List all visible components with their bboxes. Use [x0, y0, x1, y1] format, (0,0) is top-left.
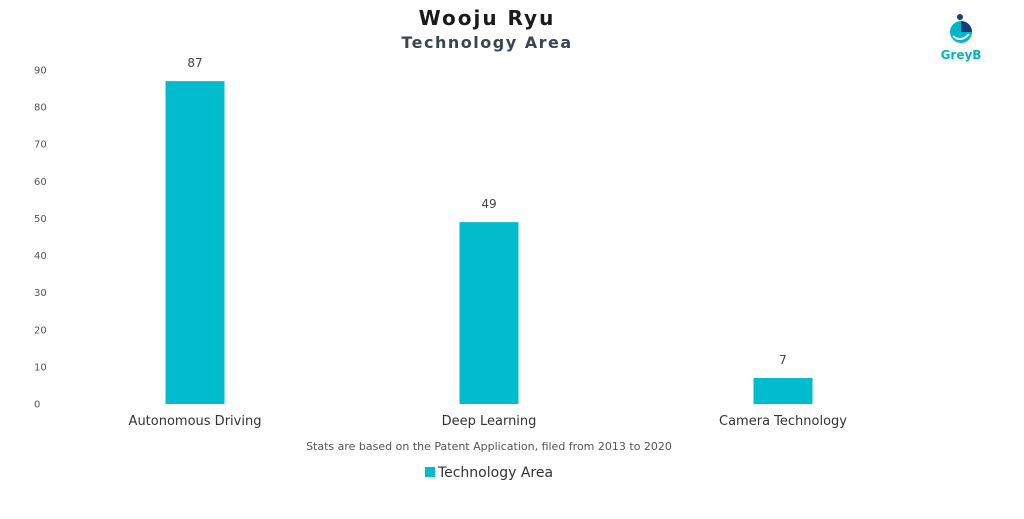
- data-labels: 87 49 7: [187, 56, 786, 367]
- legend-label: Technology Area: [437, 465, 554, 481]
- data-label: 87: [187, 56, 202, 70]
- y-tick-label: 30: [34, 288, 47, 299]
- legend[interactable]: Technology Area: [0, 465, 978, 481]
- bar[interactable]: [165, 81, 225, 404]
- greyb-logo: GreyB: [936, 12, 986, 66]
- bar[interactable]: [459, 222, 519, 404]
- y-tick-label: 90: [34, 66, 47, 77]
- y-tick-label: 80: [34, 103, 47, 114]
- footnote: Stats are based on the Patent Applicatio…: [306, 440, 672, 453]
- chart-subtitle: Technology Area: [401, 33, 573, 52]
- y-axis: 0 10 20 30 40 50 60 70 80 90: [34, 66, 47, 411]
- x-axis: Autonomous Driving Deep Learning Camera Te…: [129, 414, 848, 429]
- legend-swatch: [424, 467, 435, 477]
- data-label: 49: [481, 197, 496, 211]
- data-label: 7: [779, 353, 787, 367]
- logo-text: GreyB: [940, 48, 982, 62]
- x-tick-label: Deep Learning: [442, 414, 537, 429]
- bars: [165, 81, 813, 404]
- y-tick-label: 0: [34, 400, 40, 411]
- y-tick-label: 50: [34, 214, 47, 225]
- greyb-logo-icon: [950, 14, 972, 43]
- y-tick-label: 20: [34, 325, 47, 336]
- x-tick-label: Camera Technology: [719, 414, 847, 429]
- y-tick-label: 70: [34, 140, 47, 151]
- chart-title: Wooju Ryu: [418, 6, 556, 30]
- bar[interactable]: [753, 378, 813, 404]
- y-tick-label: 40: [34, 251, 47, 262]
- y-tick-label: 60: [34, 177, 47, 188]
- y-tick-label: 10: [34, 362, 47, 373]
- x-tick-label: Autonomous Driving: [129, 414, 262, 429]
